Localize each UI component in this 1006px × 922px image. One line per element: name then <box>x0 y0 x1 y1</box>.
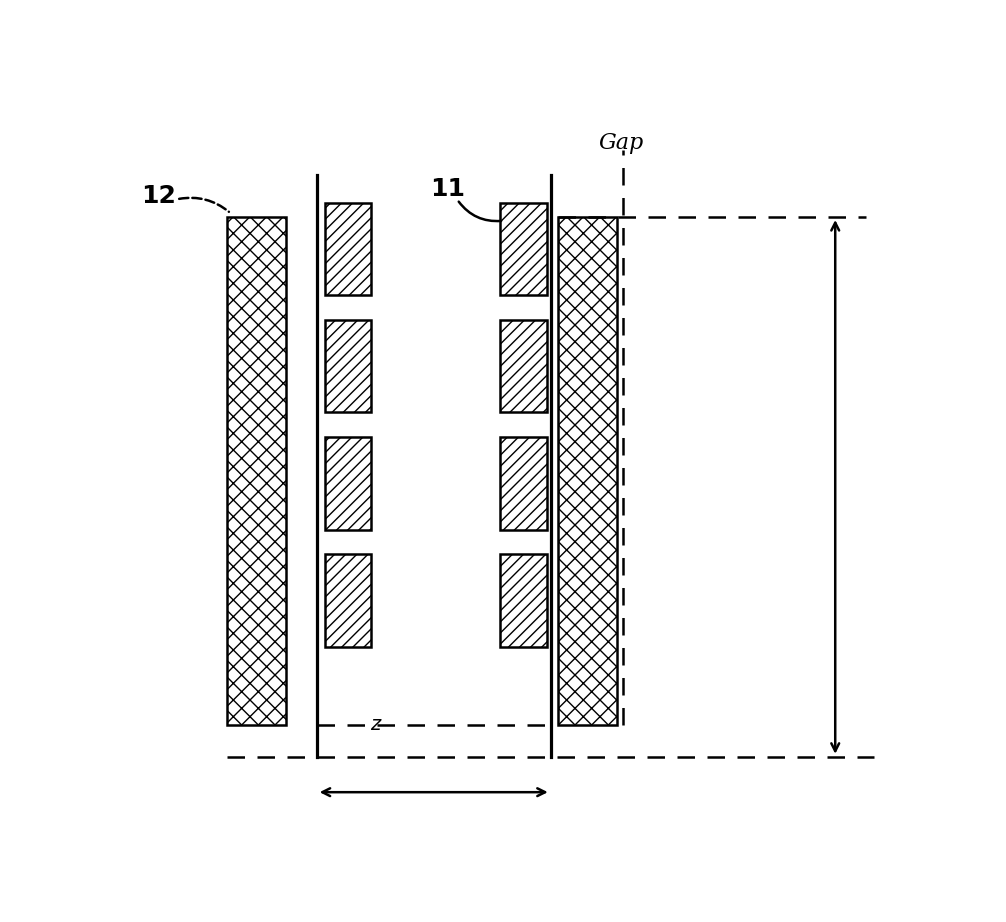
Bar <box>325 554 371 646</box>
Text: z: z <box>370 715 380 734</box>
Text: 12: 12 <box>141 183 176 207</box>
Bar <box>500 203 546 295</box>
Bar <box>500 320 546 412</box>
Bar <box>325 203 371 295</box>
Bar <box>325 320 371 412</box>
Bar <box>500 554 546 646</box>
Bar <box>500 437 546 529</box>
Bar <box>227 217 286 725</box>
Text: 11: 11 <box>430 177 465 201</box>
Bar <box>325 437 371 529</box>
Bar <box>558 217 617 725</box>
Text: Gap: Gap <box>599 132 644 154</box>
